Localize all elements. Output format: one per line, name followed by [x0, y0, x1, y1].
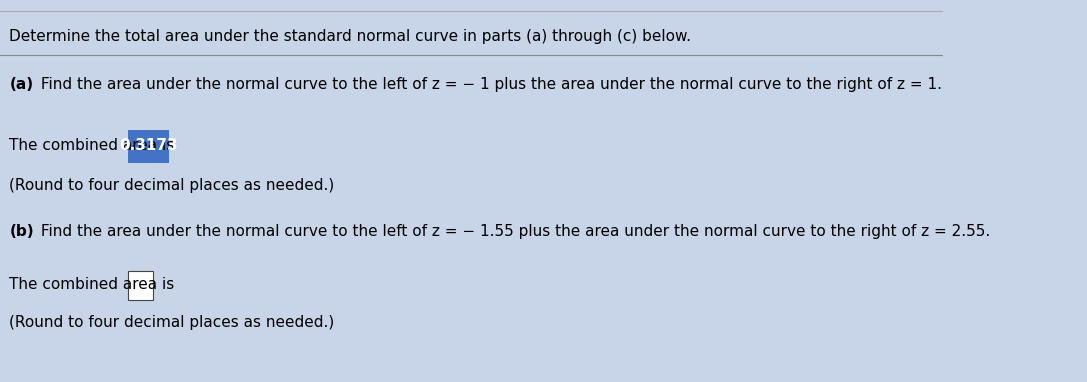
- Text: (Round to four decimal places as needed.): (Round to four decimal places as needed.…: [10, 315, 335, 330]
- FancyBboxPatch shape: [128, 272, 153, 300]
- Text: Find the area under the normal curve to the left of z = − 1.55 plus the area und: Find the area under the normal curve to …: [36, 223, 990, 239]
- Text: Find the area under the normal curve to the left of z = − 1 plus the area under : Find the area under the normal curve to …: [36, 76, 941, 92]
- Text: (b): (b): [10, 223, 34, 239]
- FancyBboxPatch shape: [128, 131, 168, 163]
- Text: (Round to four decimal places as needed.): (Round to four decimal places as needed.…: [10, 178, 335, 193]
- Text: The combined area is: The combined area is: [10, 277, 179, 292]
- Text: 0.3173: 0.3173: [120, 138, 178, 153]
- Text: The combined area is: The combined area is: [10, 138, 179, 153]
- Text: (a): (a): [10, 76, 34, 92]
- Text: Determine the total area under the standard normal curve in parts (a) through (c: Determine the total area under the stand…: [10, 29, 691, 44]
